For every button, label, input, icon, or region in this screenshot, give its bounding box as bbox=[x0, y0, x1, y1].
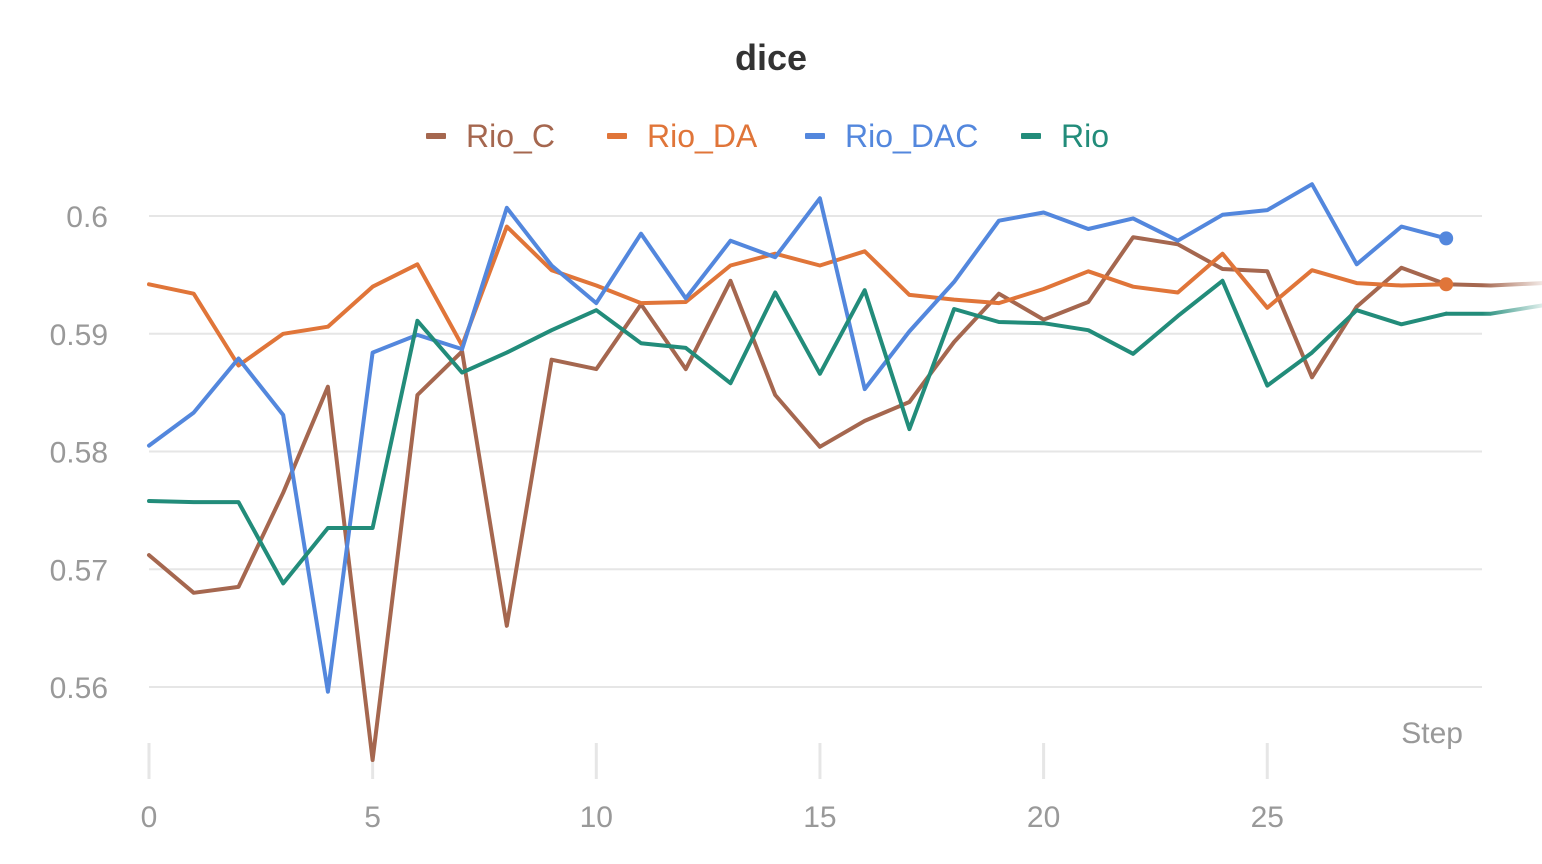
y-tick-label: 0.59 bbox=[50, 319, 108, 352]
series-end-marker-rio-dac bbox=[1439, 231, 1454, 246]
y-axis: 0.56 0.57 0.58 0.59 0.6 bbox=[50, 201, 108, 705]
x-tick-label: 20 bbox=[1027, 801, 1060, 834]
y-tick-label: 0.6 bbox=[66, 201, 108, 234]
series-lines bbox=[147, 182, 1542, 762]
series-line-rio-dac bbox=[147, 182, 1449, 694]
x-tick-label: 25 bbox=[1251, 801, 1284, 834]
x-tick-label: 0 bbox=[141, 801, 158, 834]
legend-swatch bbox=[805, 133, 825, 139]
legend-swatch bbox=[426, 133, 446, 139]
legend-swatch bbox=[607, 133, 627, 139]
legend-item-rio-c[interactable]: Rio_C bbox=[426, 118, 555, 154]
legend-swatch bbox=[1021, 133, 1041, 139]
legend-item-rio-da[interactable]: Rio_DA bbox=[607, 118, 758, 154]
legend-label: Rio bbox=[1061, 118, 1109, 154]
x-axis: 0 5 10 15 20 25 bbox=[141, 743, 1284, 834]
series-end-marker-rio-da bbox=[1439, 277, 1454, 292]
y-tick-label: 0.56 bbox=[50, 672, 108, 705]
legend-item-rio-dac[interactable]: Rio_DAC bbox=[805, 118, 978, 154]
legend-label: Rio_C bbox=[466, 118, 555, 154]
series-line-rio-da bbox=[147, 224, 1449, 368]
series-line-rio bbox=[147, 278, 1449, 586]
legend-label: Rio_DAC bbox=[845, 118, 978, 154]
grid bbox=[149, 215, 1482, 688]
x-tick-label: 5 bbox=[364, 801, 381, 834]
x-axis-label: Step bbox=[1401, 717, 1463, 750]
legend: Rio_C Rio_DA Rio_DAC Rio bbox=[426, 118, 1109, 154]
legend-label: Rio_DA bbox=[647, 118, 758, 154]
series-end-markers bbox=[1439, 231, 1454, 292]
y-tick-label: 0.58 bbox=[50, 437, 108, 470]
series-line-rio-c bbox=[147, 235, 1449, 762]
x-tick-label: 15 bbox=[803, 801, 836, 834]
tail-fade-overlay bbox=[1482, 260, 1542, 320]
y-tick-label: 0.57 bbox=[50, 554, 108, 587]
chart-title: dice bbox=[735, 37, 807, 78]
legend-item-rio[interactable]: Rio bbox=[1021, 118, 1109, 154]
x-tick-label: 10 bbox=[580, 801, 613, 834]
